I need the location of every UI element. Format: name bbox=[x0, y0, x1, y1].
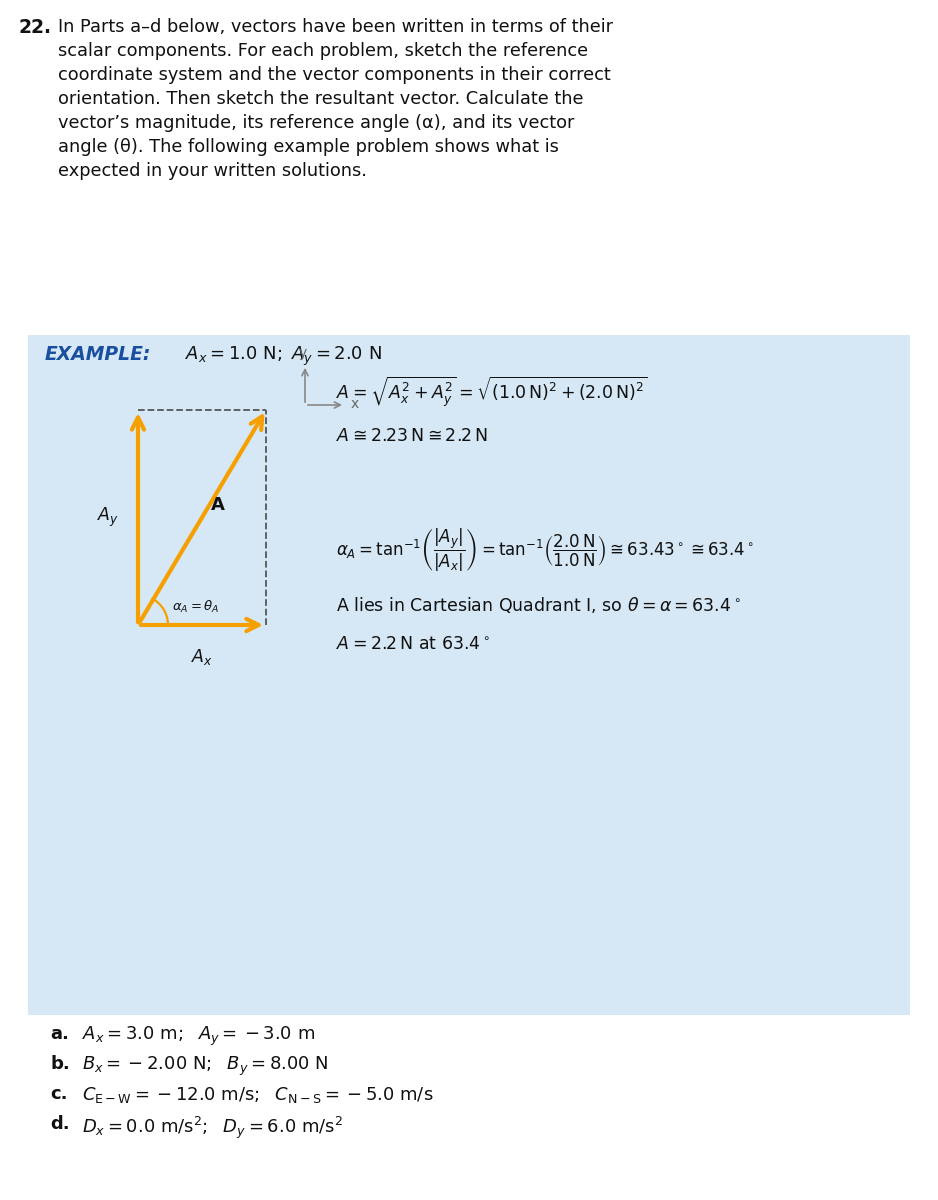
Text: In Parts a–d below, vectors have been written in terms of their: In Parts a–d below, vectors have been wr… bbox=[58, 18, 613, 36]
Text: x: x bbox=[351, 397, 359, 410]
Text: $A \cong 2.23\,\mathrm{N} \cong 2.2\,\mathrm{N}$: $A \cong 2.23\,\mathrm{N} \cong 2.2\,\ma… bbox=[336, 427, 488, 445]
Text: angle (θ). The following example problem shows what is: angle (θ). The following example problem… bbox=[58, 138, 559, 156]
Text: $A_x$: $A_x$ bbox=[191, 647, 213, 667]
Text: A lies in Cartesian Quadrant I, so $\theta = \alpha = 63.4^\circ$: A lies in Cartesian Quadrant I, so $\the… bbox=[336, 595, 741, 614]
Text: $A = \sqrt{A_x^2 + A_y^2} = \sqrt{(1.0\,\mathrm{N})^2 + (2.0\,\mathrm{N})^2}$: $A = \sqrt{A_x^2 + A_y^2} = \sqrt{(1.0\,… bbox=[336, 374, 648, 409]
Text: $B_x = -2.00$ N$;$  $B_y = 8.00$ N: $B_x = -2.00$ N$;$ $B_y = 8.00$ N bbox=[82, 1055, 328, 1078]
Text: $D_x = 0.0$ m/s$^2$$;$  $D_y = 6.0$ m/s$^2$: $D_x = 0.0$ m/s$^2$$;$ $D_y = 6.0$ m/s$^… bbox=[82, 1115, 343, 1141]
Text: expected in your written solutions.: expected in your written solutions. bbox=[58, 162, 367, 180]
Text: coordinate system and the vector components in their correct: coordinate system and the vector compone… bbox=[58, 66, 611, 84]
Text: $A_y$: $A_y$ bbox=[97, 506, 119, 529]
Text: orientation. Then sketch the resultant vector. Calculate the: orientation. Then sketch the resultant v… bbox=[58, 90, 583, 108]
Text: vector’s magnitude, its reference angle (α), and its vector: vector’s magnitude, its reference angle … bbox=[58, 114, 574, 132]
Text: b.: b. bbox=[50, 1055, 69, 1073]
Text: $A = 2.2\,\mathrm{N}$ at $63.4^\circ$: $A = 2.2\,\mathrm{N}$ at $63.4^\circ$ bbox=[336, 635, 490, 653]
Text: EXAMPLE:: EXAMPLE: bbox=[45, 346, 151, 364]
Text: c.: c. bbox=[50, 1085, 68, 1103]
Text: scalar components. For each problem, sketch the reference: scalar components. For each problem, ske… bbox=[58, 42, 588, 60]
Text: $A_x = 3.0$ m$;$  $A_y = -3.0$ m: $A_x = 3.0$ m$;$ $A_y = -3.0$ m bbox=[82, 1025, 315, 1049]
Text: a.: a. bbox=[50, 1025, 68, 1043]
Text: $C_{\mathrm{E-W}} = -12.0$ m/s$;$  $C_{\mathrm{N-S}} = -5.0$ m/s: $C_{\mathrm{E-W}} = -12.0$ m/s$;$ $C_{\m… bbox=[82, 1085, 433, 1105]
Bar bbox=[28, 335, 910, 1015]
Text: $A_x = 1.0$ N$;$ $A_y = 2.0$ N: $A_x = 1.0$ N$;$ $A_y = 2.0$ N bbox=[185, 346, 382, 368]
Text: $\alpha_A = \tan^{-1}\!\left(\dfrac{|A_y|}{|A_x|}\right) = \tan^{-1}\!\left(\dfr: $\alpha_A = \tan^{-1}\!\left(\dfrac{|A_y… bbox=[336, 527, 754, 574]
Text: $\alpha_A = \theta_A$: $\alpha_A = \theta_A$ bbox=[172, 599, 219, 614]
Text: 22.: 22. bbox=[18, 18, 51, 37]
Text: d.: d. bbox=[50, 1115, 69, 1133]
Text: y: y bbox=[299, 346, 307, 360]
Text: $\mathbf{A}$: $\mathbf{A}$ bbox=[210, 497, 226, 515]
